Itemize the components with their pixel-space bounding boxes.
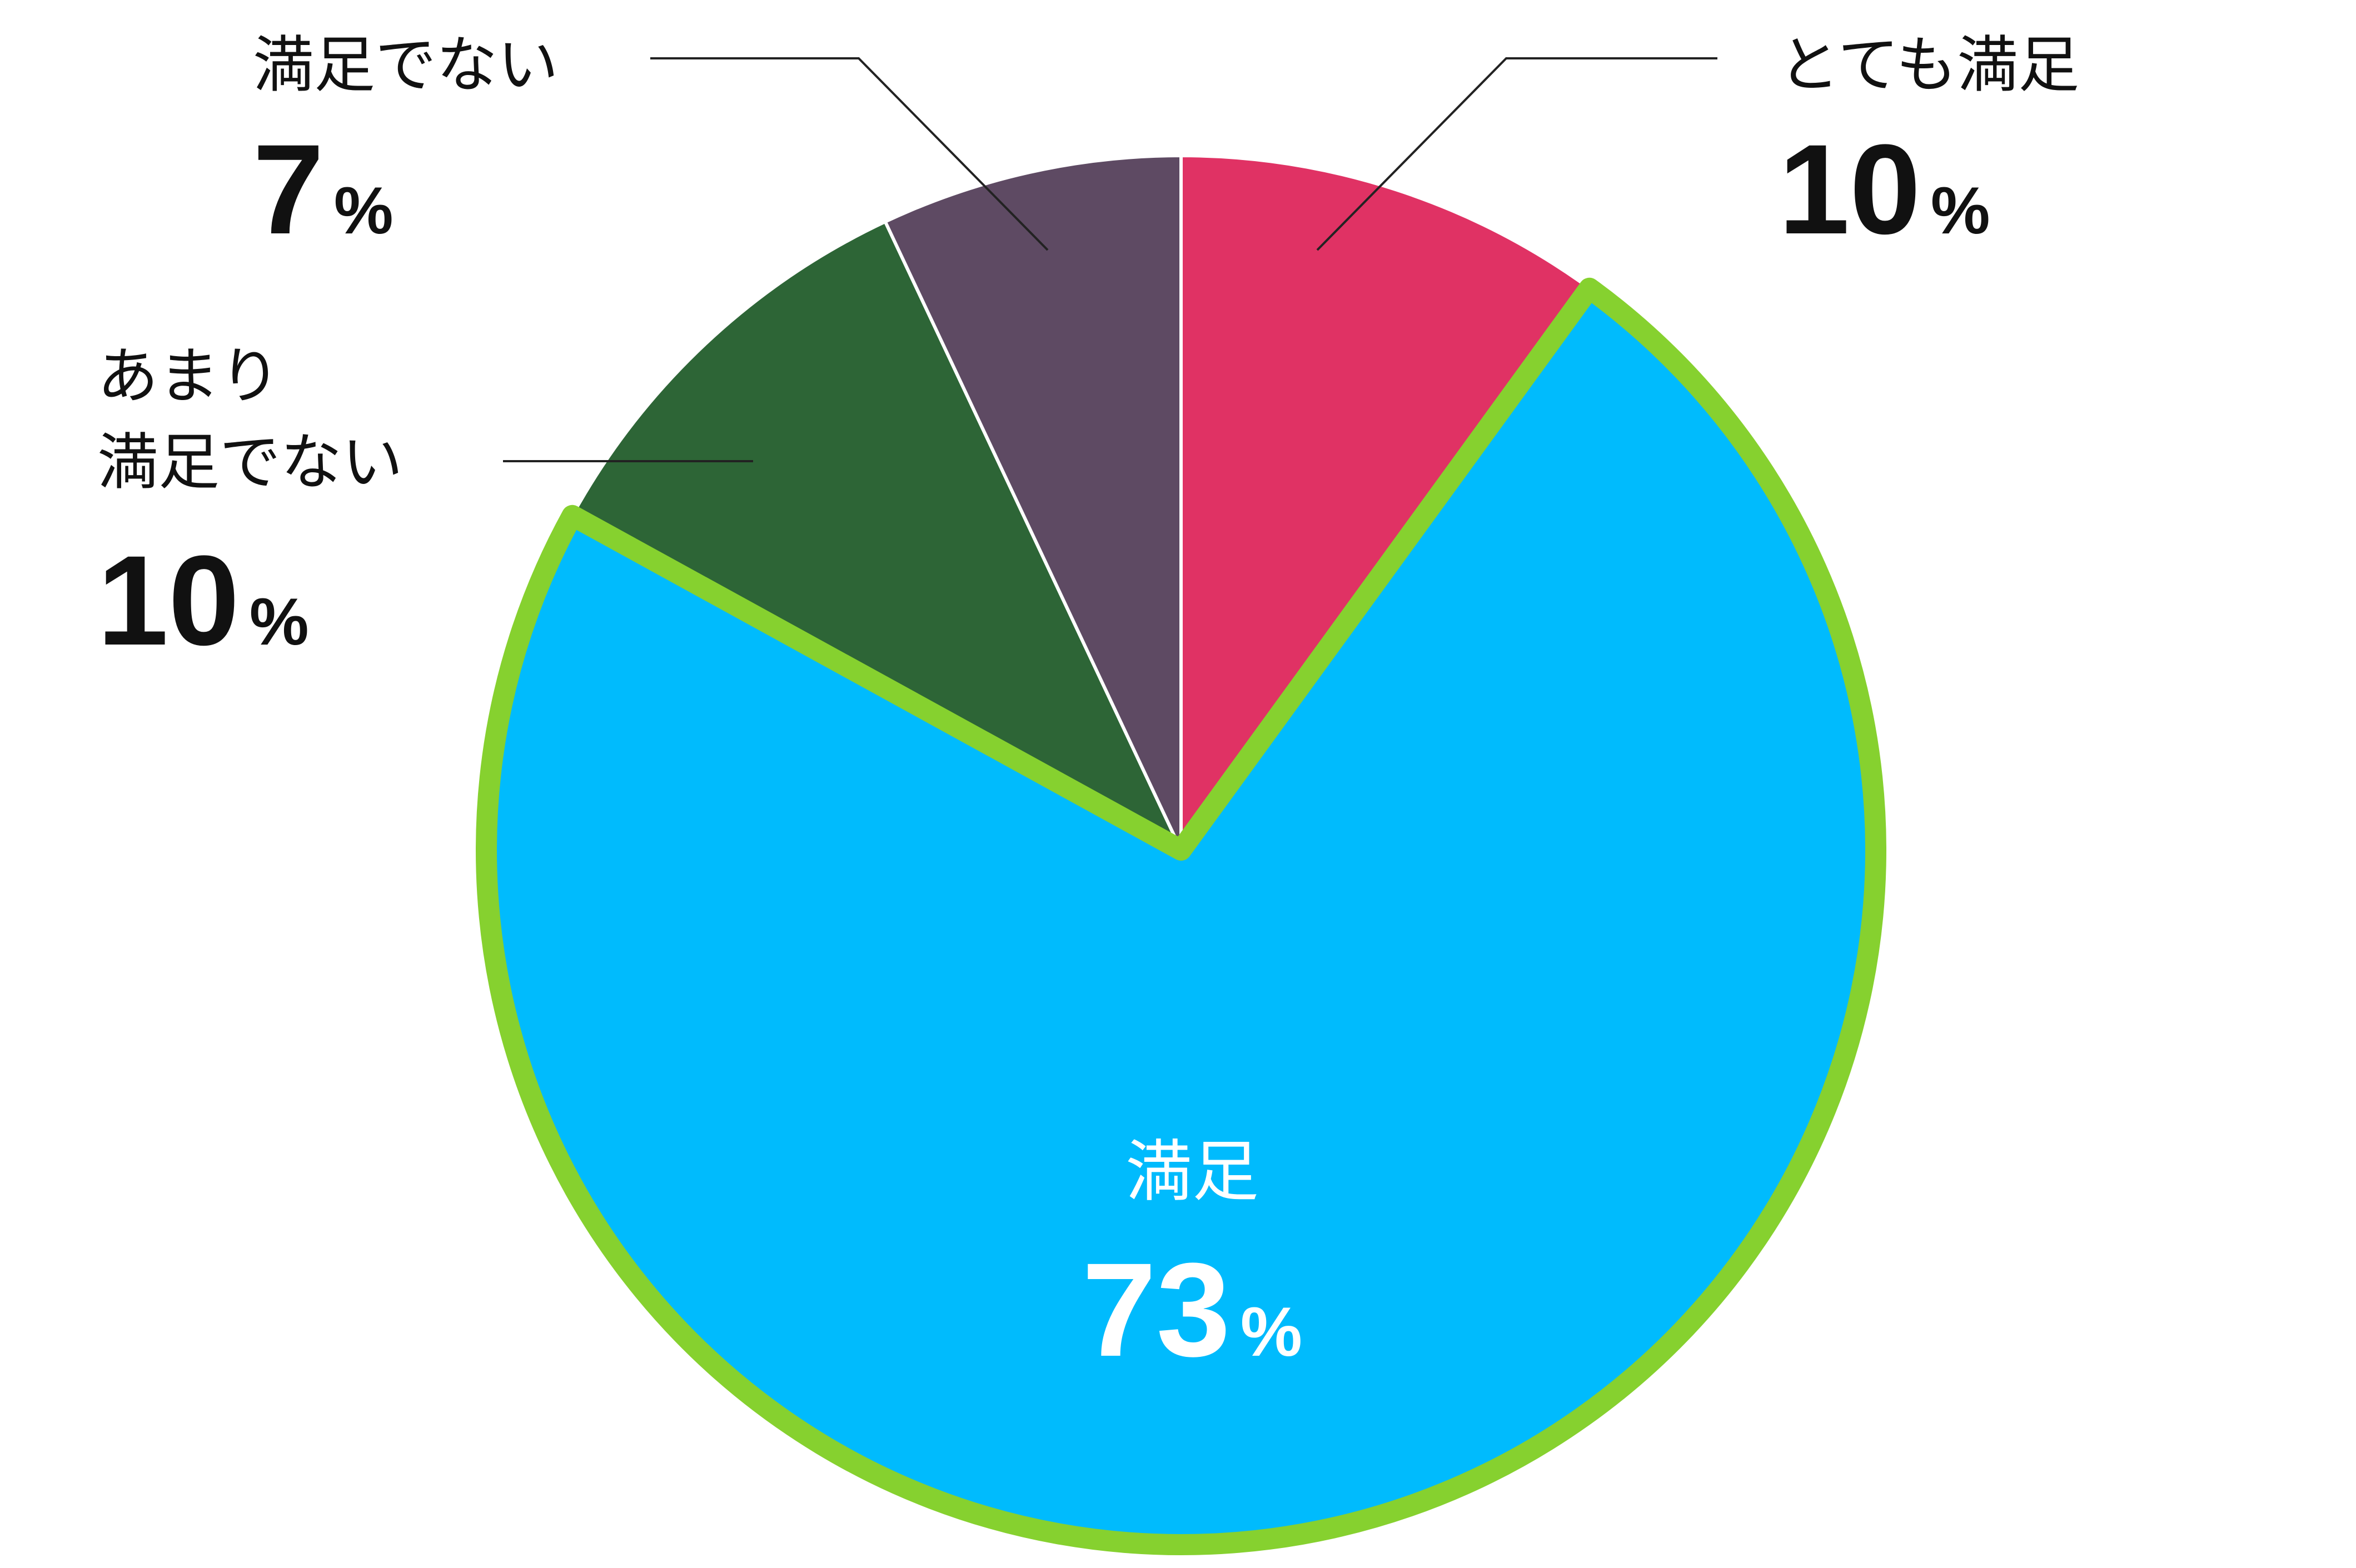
slice-label-2: 満足 [1125, 1133, 1259, 1211]
slice-value-4: 7% [253, 118, 394, 261]
highlight-outline [476, 277, 1886, 1555]
pie-slice-4 [883, 154, 1183, 852]
slice-label-4: 満足でない [253, 29, 559, 101]
slice-label-3: あまり満足でない [97, 341, 403, 498]
slice-label-1: とても満足 [1779, 29, 2079, 101]
slice-value-2: 73% [1082, 1235, 1302, 1384]
leader-lines [503, 57, 1717, 462]
leader-line-4 [650, 57, 1049, 251]
slice-value-1: 10% [1779, 118, 1990, 261]
pie-slices [485, 154, 1878, 1546]
pie-slice-3 [570, 219, 1183, 852]
pie-slice-1 [1179, 154, 1591, 852]
slice-value-3: 10% [97, 529, 309, 672]
leader-line-1 [1316, 57, 1717, 251]
slice-labels: とても満足 10 % 満足 73 % あまり満足でない 10 % 満足でない 7% [97, 29, 2079, 1384]
highlighted-slice-outline [476, 277, 1886, 1555]
